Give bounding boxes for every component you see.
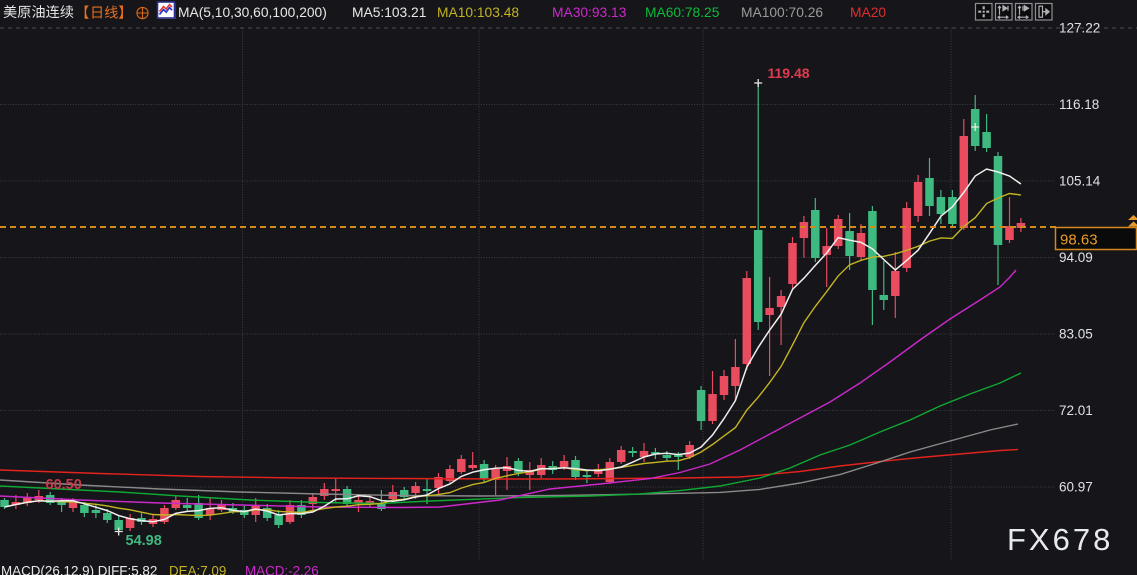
svg-text:MACD:-2.26: MACD:-2.26 xyxy=(245,564,319,575)
svg-text:54.98: 54.98 xyxy=(126,533,162,549)
svg-text:MA100:70.26: MA100:70.26 xyxy=(741,5,823,20)
svg-text:94.09: 94.09 xyxy=(1059,250,1093,265)
svg-text:MA60:78.25: MA60:78.25 xyxy=(645,5,720,20)
svg-text:60.97: 60.97 xyxy=(1059,480,1093,495)
svg-text:83.05: 83.05 xyxy=(1059,327,1093,342)
svg-text:DEA:7.09: DEA:7.09 xyxy=(169,564,226,575)
svg-text:105.14: 105.14 xyxy=(1059,174,1101,189)
svg-text:127.22: 127.22 xyxy=(1059,21,1100,36)
svg-text:60.50: 60.50 xyxy=(46,477,82,493)
svg-text:98.63: 98.63 xyxy=(1060,232,1098,249)
svg-text:MA10:103.48: MA10:103.48 xyxy=(437,5,519,20)
svg-text:MA30:93.13: MA30:93.13 xyxy=(552,5,627,20)
svg-text:MACD(26,12,9) DIFF:5.82: MACD(26,12,9) DIFF:5.82 xyxy=(1,564,157,575)
svg-text:MA5:103.21: MA5:103.21 xyxy=(352,5,426,20)
svg-text:72.01: 72.01 xyxy=(1059,403,1093,418)
svg-text:FX678: FX678 xyxy=(1007,522,1113,557)
svg-text:MA(5,10,30,60,100,200): MA(5,10,30,60,100,200) xyxy=(178,5,327,20)
svg-text:MA20: MA20 xyxy=(850,5,886,20)
svg-text:119.48: 119.48 xyxy=(768,65,810,81)
svg-text:116.18: 116.18 xyxy=(1059,97,1099,112)
